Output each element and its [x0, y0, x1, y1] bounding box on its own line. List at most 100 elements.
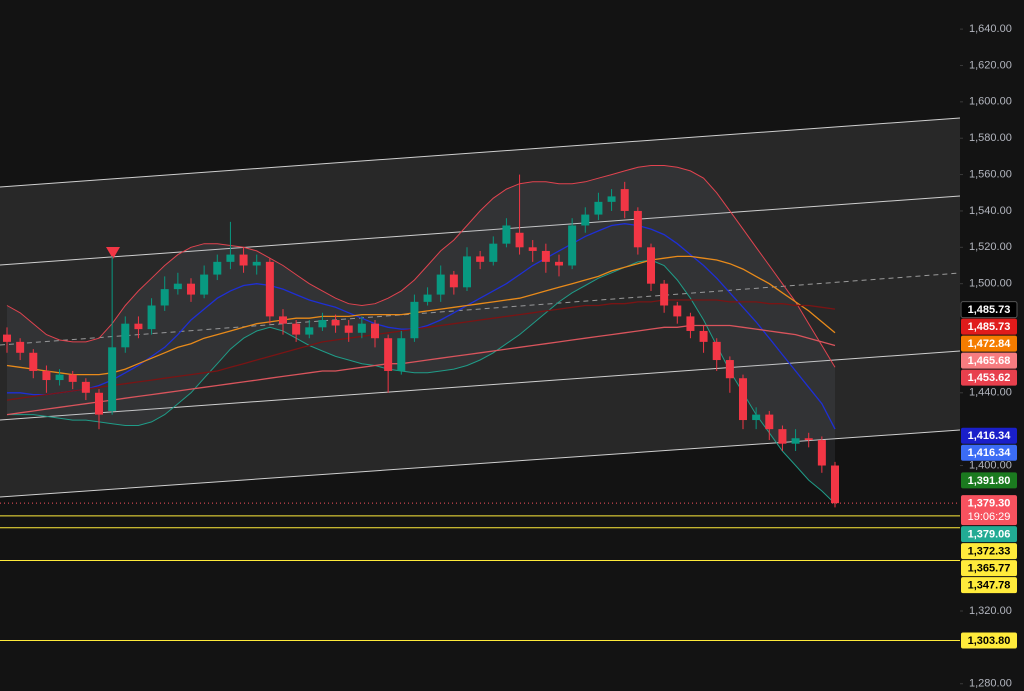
y-tick-label: 1,520.00 [969, 241, 1012, 253]
price-badge-label: 1,485.73 [968, 321, 1011, 333]
candle-body [686, 316, 695, 331]
candle-body [55, 374, 64, 381]
candle-body [515, 232, 524, 248]
candle-body [449, 274, 458, 288]
candle-body [594, 201, 603, 215]
channel-line [0, 429, 961, 498]
candle-body [239, 254, 248, 266]
channel-line [0, 117, 961, 188]
y-tick-label: 1,500.00 [969, 278, 1012, 290]
price-badge-label: 1,365.77 [968, 563, 1011, 575]
candle-body [16, 341, 25, 353]
price-badge-label: 1,379.30 [968, 498, 1011, 510]
candle-body [581, 214, 590, 226]
candle-body [804, 438, 813, 441]
y-tick-label: 1,320.00 [969, 605, 1012, 617]
candle-body [279, 316, 287, 324]
price-badge [961, 318, 1017, 335]
candle-body [134, 323, 143, 330]
candle-body [160, 289, 169, 306]
indicator-line [7, 259, 836, 504]
price-badge-label: 1,465.68 [968, 355, 1011, 367]
price-badge [961, 632, 1017, 649]
price-badge [961, 472, 1017, 489]
channel-line [0, 195, 961, 266]
candle-body [29, 352, 38, 371]
candle-body [568, 225, 577, 266]
price-badge-label: 1,472.84 [968, 338, 1012, 350]
price-badge [961, 352, 1017, 369]
indicator-line [6, 165, 836, 368]
candle-body [541, 250, 550, 262]
price-badge-label: 1,416.34 [968, 430, 1012, 442]
candle-body [778, 429, 787, 444]
price-badge-label: 1,372.33 [968, 546, 1011, 558]
price-badge [961, 577, 1017, 594]
candle-body [607, 196, 616, 202]
y-tick-label: 1,400.00 [969, 459, 1012, 471]
candle-body [476, 256, 485, 262]
candle-body [305, 327, 314, 335]
candle-body [344, 325, 353, 333]
price-badge-label: 1,416.34 [968, 447, 1012, 459]
price-badge [961, 543, 1017, 560]
channel-midline [0, 272, 961, 346]
indicator-line [6, 255, 836, 376]
candle-body [187, 283, 195, 295]
price-badge [961, 560, 1017, 577]
candle-body [108, 347, 117, 411]
candle-body [147, 305, 156, 330]
y-tick-label: 1,440.00 [969, 387, 1012, 399]
y-tick-label: 1,560.00 [969, 168, 1012, 180]
indicator-line [6, 299, 836, 401]
candle-body [660, 283, 669, 306]
y-tick-label: 1,620.00 [969, 59, 1012, 71]
candle-body [81, 381, 90, 393]
candle-body [173, 283, 182, 290]
candle-body [739, 378, 747, 421]
candle-body [95, 392, 103, 415]
candle-body [765, 414, 774, 430]
y-tick-label: 1,580.00 [969, 132, 1012, 144]
candle-body [371, 323, 379, 339]
indicator-line [6, 324, 836, 416]
y-tick-label: 1,280.00 [969, 678, 1012, 690]
price-badge [961, 495, 1017, 526]
candle-body [463, 256, 471, 288]
candle-body [292, 323, 301, 335]
price-badge [961, 427, 1017, 444]
candle-body [647, 247, 655, 284]
candle-body [410, 301, 419, 339]
candle-body [226, 254, 235, 262]
candle-body [502, 225, 511, 244]
price-badge [961, 444, 1017, 461]
price-badge [961, 526, 1017, 543]
candle-body [3, 334, 11, 342]
candle-body [633, 210, 642, 248]
candle-body [699, 330, 708, 342]
y-tick-label: 1,640.00 [969, 23, 1012, 35]
candle-body [423, 294, 432, 302]
price-badge [960, 301, 1018, 319]
price-badge-label: 1,303.80 [968, 635, 1011, 647]
price-badge-label: 1,453.62 [968, 372, 1011, 384]
price-badge [961, 335, 1017, 352]
candle-body [725, 360, 734, 379]
band-fill [7, 165, 835, 504]
y-tick-label: 1,600.00 [969, 96, 1012, 108]
channel-line [0, 350, 961, 421]
candle-body [620, 189, 629, 211]
price-badge-label: 1,347.78 [968, 580, 1011, 592]
price-badge-label: 1,391.80 [968, 475, 1011, 487]
price-badge-label: 1,485.73 [968, 304, 1011, 316]
signal-marker [106, 247, 120, 259]
candle-body [265, 261, 274, 317]
candle-body [357, 323, 366, 333]
candle-body [712, 341, 721, 361]
candle-body [213, 261, 222, 275]
candle-body [252, 261, 261, 266]
candle-body [489, 243, 498, 262]
